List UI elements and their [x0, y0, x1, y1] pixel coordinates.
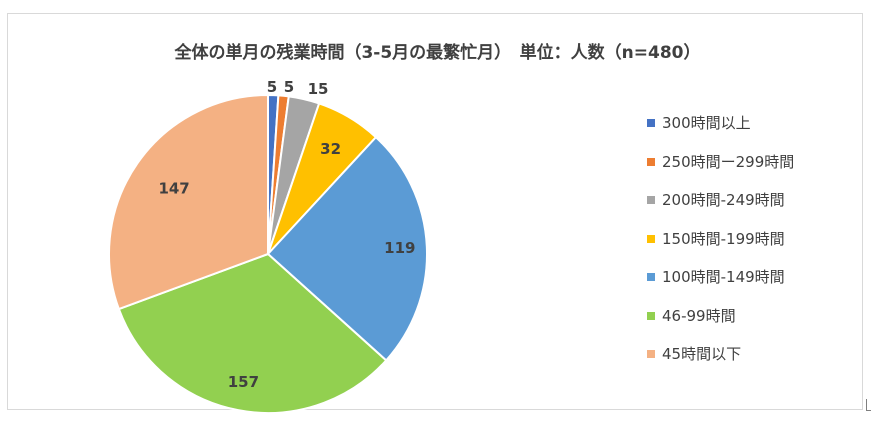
legend-label: 150時間-199時間	[662, 229, 785, 248]
corner-mark-foot	[866, 410, 871, 411]
legend-swatch	[647, 234, 655, 243]
legend-swatch	[647, 119, 655, 127]
legend-swatch	[647, 157, 655, 166]
data-label-6: 147	[158, 180, 189, 198]
legend-label: 46-99時間	[662, 306, 736, 325]
data-label-5: 157	[228, 373, 259, 391]
pie-slice-6	[108, 93, 269, 311]
legend-label: 100時間-149時間	[662, 268, 785, 286]
pie-slice-5	[117, 252, 388, 414]
corner-mark	[866, 399, 867, 410]
legend-swatch	[647, 196, 655, 204]
chart-title: 全体の単月の残業時間（3-5月の最繁忙月） 単位：人数（n=480）	[174, 43, 701, 63]
pie-slice-4	[266, 135, 428, 362]
legend-label: 45時間以下	[662, 345, 742, 363]
data-label-0: 5	[267, 78, 277, 96]
legend-swatch	[647, 311, 655, 320]
legend-label: 250時間ー299時間	[662, 152, 795, 171]
legend-label: 300時間以上	[662, 114, 751, 132]
data-label-3: 32	[320, 140, 341, 158]
legend-label: 200時間-249時間	[662, 191, 785, 209]
data-label-1: 5	[284, 78, 294, 96]
data-label-2: 15	[308, 80, 329, 98]
legend-swatch	[647, 273, 655, 281]
legend-swatch	[647, 350, 655, 358]
data-label-4: 119	[384, 239, 415, 257]
